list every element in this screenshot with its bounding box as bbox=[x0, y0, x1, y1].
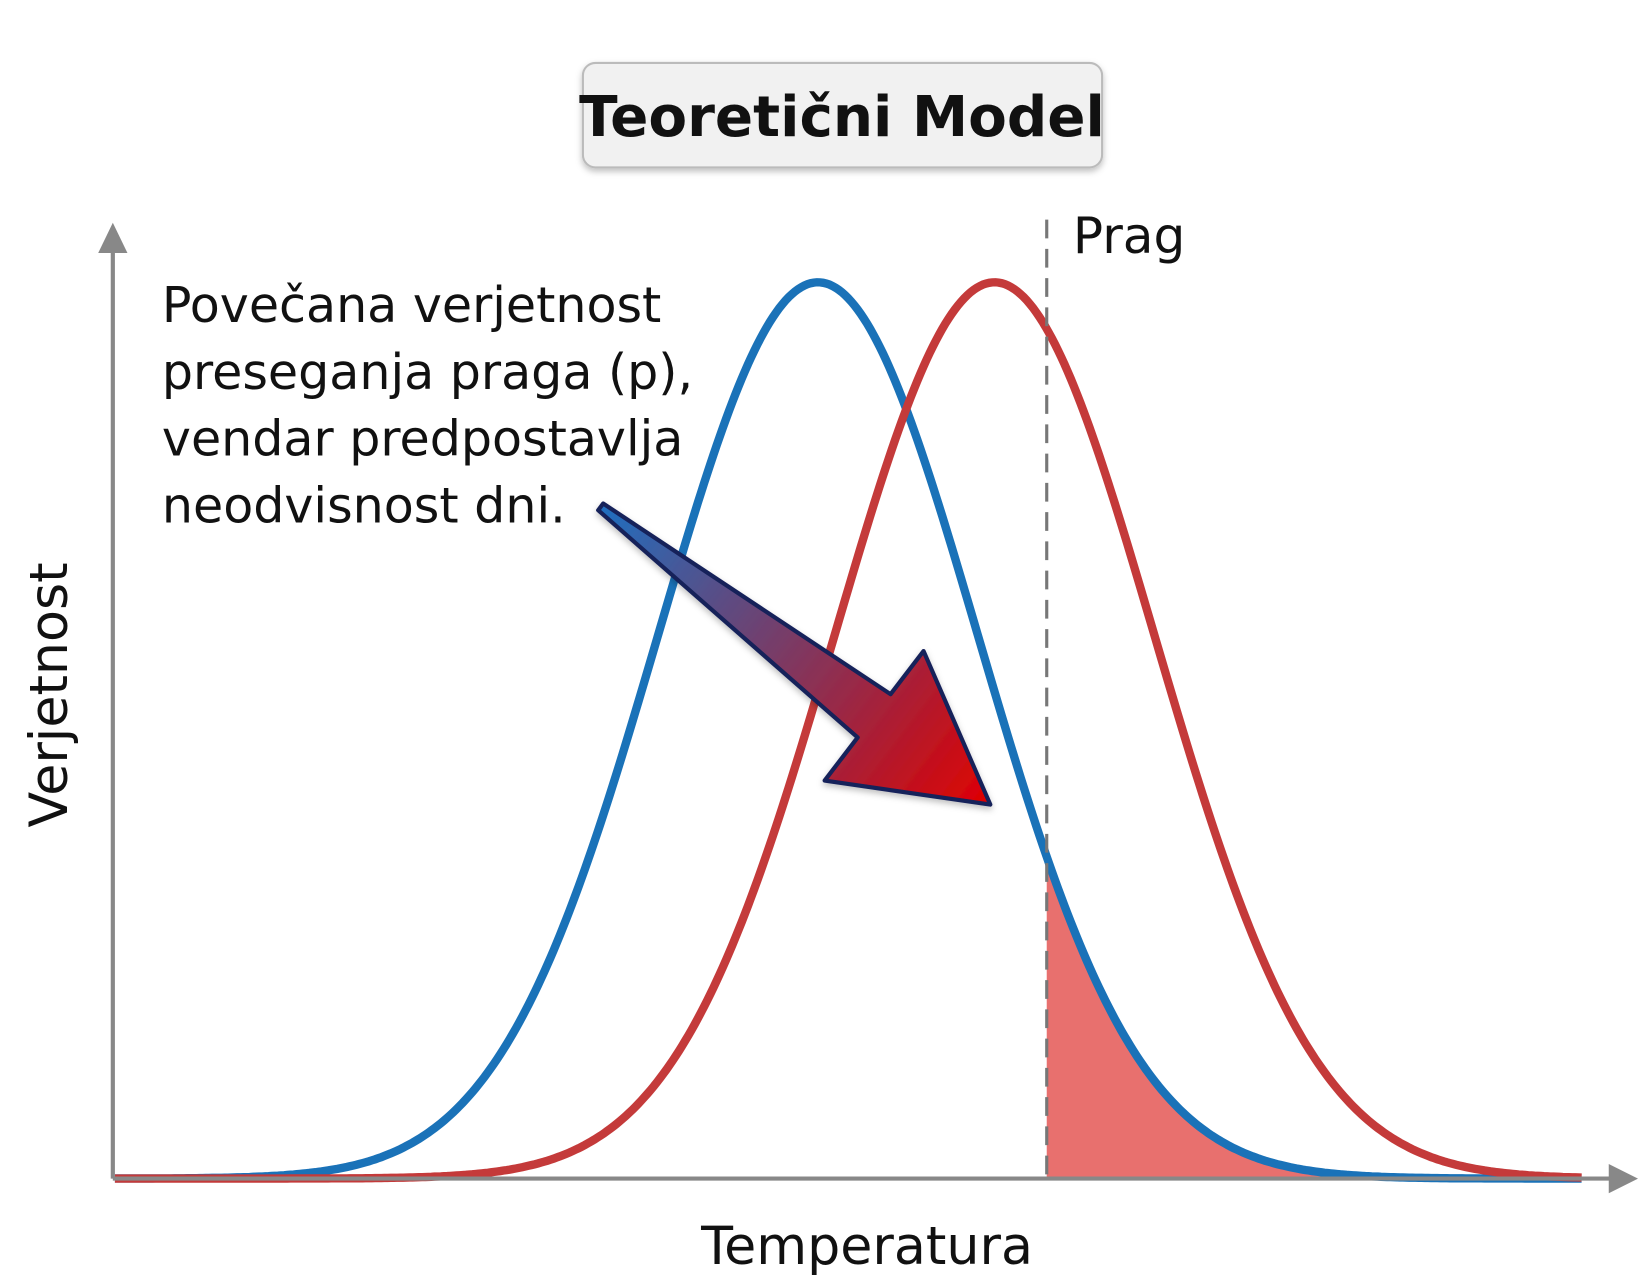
y-axis-label: Verjetnost bbox=[20, 562, 80, 827]
annotation-line: Povečana verjetnost bbox=[162, 276, 661, 334]
title: Teoretični Model bbox=[579, 85, 1105, 150]
title-box bbox=[581, 61, 1104, 169]
threshold-label: Prag bbox=[1073, 206, 1185, 265]
annotation: Povečana verjetnost preseganja praga (p)… bbox=[162, 276, 693, 535]
annotation-line: preseganja praga (p), bbox=[162, 343, 693, 401]
annotation-line: neodvisnost dni. bbox=[162, 477, 566, 535]
x-axis-arrow bbox=[1608, 1163, 1638, 1194]
x-axis-label: Temperatura bbox=[700, 1217, 1033, 1277]
y-axis-arrow bbox=[98, 222, 128, 254]
annotation-line: vendar predpostavlja bbox=[162, 410, 683, 468]
exceedance-area bbox=[1046, 856, 1463, 1179]
current-curve bbox=[114, 278, 1582, 1183]
annotation-arrow bbox=[596, 501, 993, 807]
